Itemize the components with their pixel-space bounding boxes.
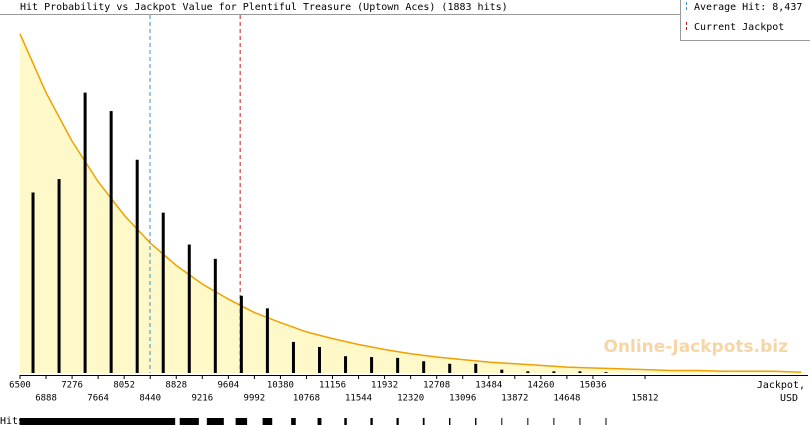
x-tick-label: 7664 bbox=[87, 394, 109, 404]
bar bbox=[422, 361, 426, 373]
x-tick-label: 12708 bbox=[423, 381, 450, 391]
bar bbox=[109, 111, 113, 374]
bar bbox=[83, 92, 87, 374]
x-axis-label: USD bbox=[780, 393, 798, 404]
bar bbox=[135, 159, 139, 373]
x-tick-label: 11156 bbox=[319, 381, 346, 391]
x-tick-label: 11544 bbox=[345, 394, 372, 404]
x-tick-label: 8440 bbox=[139, 394, 161, 404]
bar bbox=[31, 192, 35, 373]
bar bbox=[187, 244, 191, 373]
x-tick-label: 13872 bbox=[501, 394, 528, 404]
x-tick-label: 11932 bbox=[371, 381, 398, 391]
legend-label: Current Jackpot bbox=[694, 22, 784, 33]
x-tick-label: 15036 bbox=[579, 381, 606, 391]
bar bbox=[291, 341, 295, 373]
bar bbox=[265, 308, 269, 373]
legend-label: Average Hit: 8,437 bbox=[694, 2, 802, 13]
bar bbox=[448, 363, 452, 373]
bar bbox=[344, 356, 348, 373]
bar bbox=[396, 357, 400, 373]
bar bbox=[526, 371, 530, 373]
bar bbox=[604, 372, 608, 373]
rug-label: Hits bbox=[0, 416, 24, 425]
x-tick-label: 9216 bbox=[191, 394, 213, 404]
x-tick-label: 14648 bbox=[553, 394, 580, 404]
bar bbox=[578, 371, 582, 373]
bar bbox=[239, 295, 243, 373]
x-tick-label: 15812 bbox=[631, 394, 658, 404]
x-tick-label: 6500 bbox=[9, 381, 31, 391]
bar bbox=[57, 179, 61, 373]
x-tick-label: 10768 bbox=[293, 394, 320, 404]
watermark: Online-Jackpots.biz bbox=[603, 337, 788, 357]
x-tick-label: 10380 bbox=[267, 381, 294, 391]
bar bbox=[474, 363, 478, 373]
x-tick-label: 8052 bbox=[113, 381, 135, 391]
bar bbox=[552, 371, 556, 373]
x-tick-label: 13096 bbox=[449, 394, 476, 404]
bar bbox=[317, 346, 321, 373]
x-tick-label: 9604 bbox=[217, 381, 239, 391]
chart-title: Hit Probability vs Jackpot Value for Ple… bbox=[20, 2, 508, 13]
x-tick-label: 7276 bbox=[61, 381, 83, 391]
x-tick-label: 9992 bbox=[244, 394, 266, 404]
bar bbox=[500, 369, 504, 373]
x-tick-label: 13484 bbox=[475, 381, 502, 391]
x-tick-label: 12320 bbox=[397, 394, 424, 404]
x-tick-label: 6888 bbox=[35, 394, 57, 404]
fit-area bbox=[20, 33, 802, 374]
bar bbox=[370, 357, 374, 373]
x-tick-label: 14260 bbox=[527, 381, 554, 391]
bar bbox=[213, 258, 217, 373]
x-axis-label: Jackpot, bbox=[757, 380, 805, 391]
bar bbox=[161, 212, 165, 373]
x-tick-label: 8828 bbox=[165, 381, 187, 391]
